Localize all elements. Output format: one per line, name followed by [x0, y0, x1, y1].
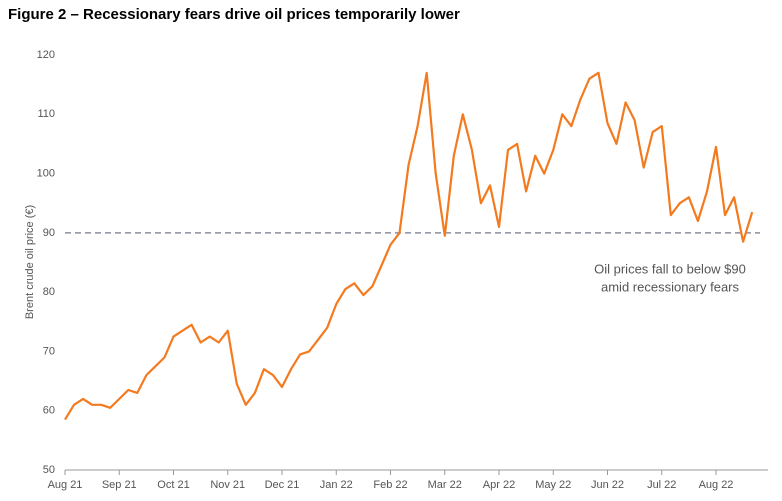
x-tick-label: May 22	[535, 479, 571, 491]
y-axis-label: Brent crude oil price (€)	[24, 205, 36, 319]
x-tick-label: Aug 22	[699, 479, 734, 491]
price-line	[64, 71, 754, 421]
x-tick-label: Jan 22	[320, 479, 353, 491]
x-tick-label: Feb 22	[373, 479, 407, 491]
y-tick-label: 110	[37, 108, 55, 120]
y-tick-label: 80	[43, 286, 55, 298]
y-tick-label: 100	[37, 167, 55, 179]
y-tick-label: 60	[43, 405, 55, 417]
chart-title: Figure 2 – Recessionary fears drive oil …	[8, 6, 460, 23]
annotation: amid recessionary fears	[601, 279, 739, 294]
x-tick-label: Apr 22	[483, 479, 515, 491]
x-tick-label: Jun 22	[591, 479, 624, 491]
x-tick-label: Nov 21	[210, 479, 245, 491]
y-tick-label: 90	[43, 227, 55, 239]
x-tick-label: Dec 21	[265, 479, 300, 491]
x-tick-label: Jul 22	[647, 479, 676, 491]
y-tick-label: 120	[37, 49, 55, 61]
x-tick-label: Sep 21	[102, 479, 137, 491]
annotation: Oil prices fall to below $90	[594, 261, 746, 276]
x-tick-label: Aug 21	[48, 479, 83, 491]
x-tick-label: Mar 22	[428, 479, 462, 491]
y-tick-label: 50	[43, 464, 55, 476]
y-tick-label: 70	[43, 345, 55, 357]
x-tick-label: Oct 21	[157, 479, 189, 491]
